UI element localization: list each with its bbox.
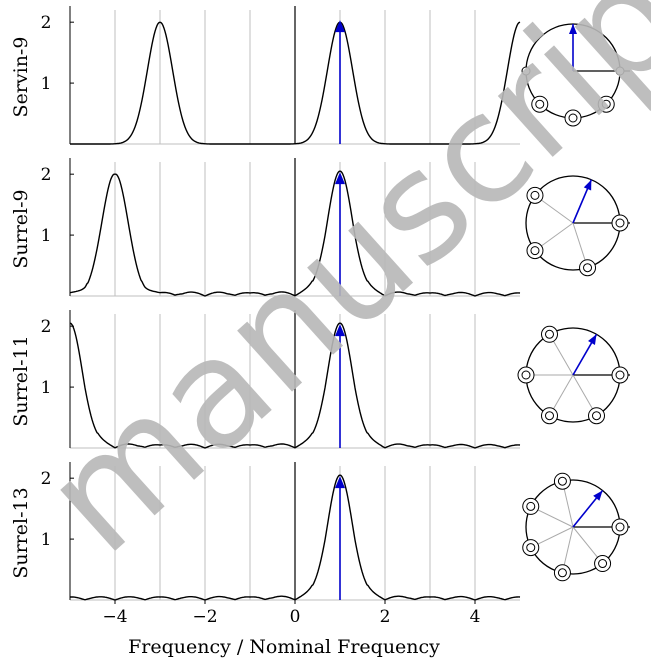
phasor-double-marker-inner (526, 501, 536, 511)
phasor-double-marker (564, 109, 582, 127)
phasor-double-marker-inner (530, 246, 540, 256)
phasor-double-marker (594, 555, 612, 573)
response-curve (69, 170, 521, 297)
phasor-double-marker-inner (615, 218, 625, 228)
phasor-double-marker (541, 325, 558, 343)
x-tick-label: 4 (470, 607, 481, 627)
phasor-arrowhead (593, 490, 603, 501)
nominal-arrowhead (335, 476, 345, 489)
phasor-double-marker-inner (557, 476, 567, 486)
phasor-double-marker (597, 95, 615, 113)
phasor-double-marker (526, 242, 544, 260)
y-tick-label: 1 (41, 530, 52, 550)
nominal-arrowhead (335, 20, 345, 33)
phasor-sample-marker (521, 66, 531, 76)
phasor-double-marker (522, 497, 540, 515)
phasor-double-marker-inner (557, 568, 567, 578)
phasor-double-marker-inner (526, 543, 536, 553)
nominal-arrowhead (335, 324, 345, 337)
phasor-double-marker (526, 186, 544, 204)
phasor-double-marker-inner (601, 99, 611, 109)
x-tick-label: −2 (192, 607, 217, 627)
phasor-arrowhead (583, 179, 592, 191)
panels: 1 2 Servin-9 1 2 Surrel-9 1 2 Surrel-11 1 2 Surrel-… (10, 6, 630, 627)
y-axis-label: Surrel-13 (10, 487, 32, 578)
panel-1: 1 2 Surrel-9 (10, 158, 630, 297)
phasor-double-marker-inner (592, 411, 601, 421)
phasor-arrowhead (569, 24, 577, 34)
response-curve (69, 322, 521, 449)
panel-3: 1 2 Surrel-13 −4 −2 0 2 4 (10, 462, 630, 627)
phasor-double-marker (541, 407, 558, 425)
y-tick-label: 2 (41, 317, 52, 337)
x-tick-label: 2 (380, 607, 391, 627)
y-tick-label: 2 (41, 13, 52, 33)
phasor-double-marker (553, 564, 571, 582)
phasor-double-marker-inner (521, 370, 531, 380)
phasor-double-marker-inner (598, 559, 608, 569)
y-tick-label: 2 (41, 165, 52, 185)
y-tick-label: 1 (41, 226, 52, 246)
phasor-double-marker-inner (568, 113, 578, 123)
y-tick-label: 2 (41, 469, 52, 489)
response-curve (69, 474, 521, 601)
phasor-double-marker-inner (545, 411, 554, 421)
phasor-double-marker (517, 366, 535, 384)
phasor-double-marker (611, 366, 629, 384)
phasor-double-marker-inner (530, 190, 540, 200)
phasor-double-marker (522, 539, 540, 557)
phasor-arrowhead (588, 334, 597, 345)
phasor-diagram (525, 175, 630, 277)
y-axis-label: Surrel-11 (10, 335, 32, 426)
phasor-double-marker (588, 407, 605, 425)
phasor-diagram (521, 23, 630, 127)
phasor-double-marker (611, 518, 629, 536)
phasor-double-marker (611, 214, 629, 232)
phasor-double-marker-inner (583, 263, 593, 273)
phasor-double-marker (531, 95, 549, 113)
phasor-double-marker (579, 259, 597, 277)
x-axis-label: Frequency / Nominal Frequency (128, 636, 440, 658)
y-tick-label: 1 (41, 74, 52, 94)
phasor-double-marker-inner (545, 329, 554, 339)
phasor-sample-marker (615, 66, 625, 76)
panel-0: 1 2 Servin-9 (10, 6, 630, 145)
phasor-double-marker (553, 472, 571, 490)
phasor-diagram (522, 472, 630, 582)
nominal-arrowhead (335, 172, 345, 185)
x-tick-label: −4 (102, 607, 127, 627)
phasor-double-marker-inner (615, 522, 625, 532)
response-curve (70, 21, 521, 145)
y-tick-label: 1 (41, 378, 52, 398)
phasor-double-marker-inner (535, 99, 545, 109)
phasor-diagram (517, 325, 630, 425)
phasor-double-marker-inner (615, 370, 625, 380)
y-axis-label: Servin-9 (10, 37, 32, 118)
y-axis-label: Surrel-9 (10, 189, 32, 268)
x-tick-label: 0 (290, 607, 301, 627)
panel-2: 1 2 Surrel-11 (10, 310, 630, 449)
